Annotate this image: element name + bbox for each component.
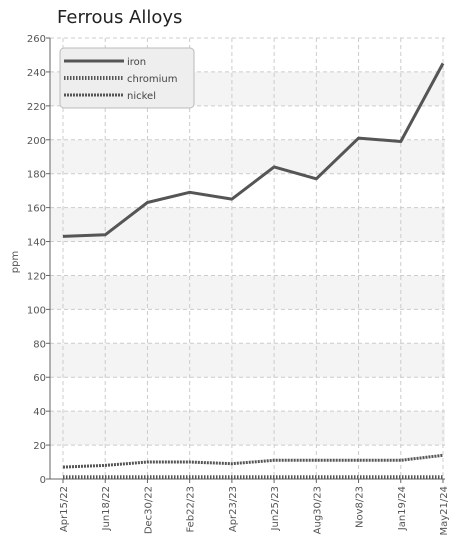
plot-band [50,411,445,446]
y-tick-label: 0 [40,475,46,486]
y-tick-label: 180 [27,170,46,181]
chart-title: Ferrous Alloys [57,7,183,28]
x-tick-label: Dec30/22 [143,486,154,534]
legend-label-nickel: nickel [127,91,156,102]
y-tick-label: 160 [27,204,46,215]
y-tick-label: 100 [27,305,46,316]
x-tick-label: May21/24 [439,486,450,536]
x-tick-label: Jan19/24 [397,486,408,531]
plot-band [50,139,445,174]
y-tick-label: 20 [33,441,46,452]
x-tick-label: Aug30/23 [312,486,323,534]
x-tick-label: Jun18/22 [101,486,112,531]
y-tick-label: 240 [27,68,46,79]
plot-band [50,343,445,378]
y-tick-label: 40 [33,407,46,418]
legend-label-iron: iron [127,57,146,68]
y-tick-label: 140 [27,238,46,249]
y-tick-label: 260 [27,34,46,45]
y-tick-label: 200 [27,136,46,147]
series-line-nickel [62,453,444,469]
x-tick-label: Nov8/23 [355,486,366,528]
y-tick-label: 80 [33,339,46,350]
x-tick-label: Feb22/23 [186,486,197,533]
legend-box [59,47,195,109]
y-tick-label: 60 [33,373,46,384]
x-tick-label: Jun25/23 [270,486,281,531]
legend: iron chromium nickel [59,47,195,109]
legend-label-chromium: chromium [127,74,177,85]
series-line-iron [62,62,445,238]
plot-band [50,275,445,310]
y-tick-labels: 0 20 40 60 80 100 120 140 160 180 200 220 240 260 [27,34,46,486]
y-tick-label: 120 [27,271,46,282]
plot-bands [50,71,445,446]
x-tick-label: Apr23/23 [228,486,239,532]
series-lines [62,62,445,480]
x-tick-label: Apr15/22 [59,486,70,532]
y-tick-label: 220 [27,102,46,113]
y-axis-title: ppm [10,251,21,273]
plot-band [50,207,445,242]
x-tick-labels: Apr15/22 Jun18/22 Dec30/22 Feb22/23 Apr23/23… [59,486,450,536]
